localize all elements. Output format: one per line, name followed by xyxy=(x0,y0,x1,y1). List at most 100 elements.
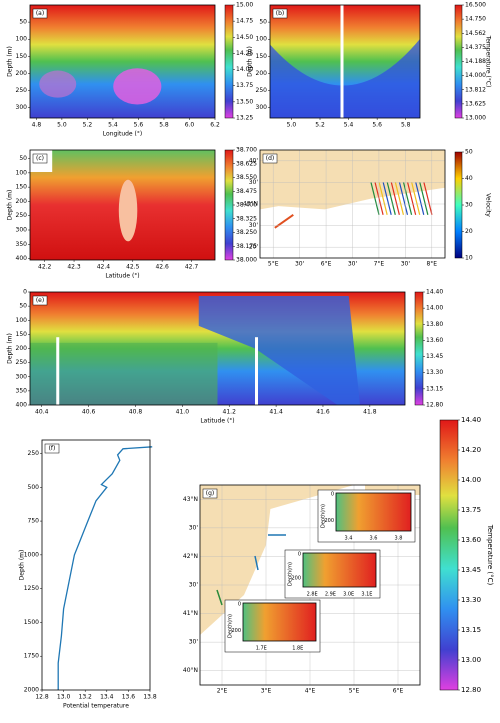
colorbar-label: Velocity xyxy=(485,193,492,217)
y-axis-label: Depth (m) xyxy=(7,190,14,221)
colorbar-label: Temperature (°C) xyxy=(485,35,492,88)
inset-x-tick-label: 3.8 xyxy=(395,536,403,542)
x-axis-label: Latitude (°) xyxy=(200,418,234,425)
y-tick-label: 50 xyxy=(19,303,27,310)
x-tick-label: 13.0 xyxy=(57,694,71,701)
inset-axes xyxy=(242,602,317,642)
field-patch xyxy=(270,38,420,118)
profile-line xyxy=(57,446,153,690)
track xyxy=(402,182,413,215)
colorbar-tick-label: 38.550 xyxy=(236,174,257,181)
y-tick-label: 100 xyxy=(16,317,28,324)
lower-field xyxy=(30,342,218,405)
track xyxy=(378,182,388,215)
axes-frame xyxy=(41,439,151,691)
y-tick-label: 300 xyxy=(16,373,28,380)
colorbar xyxy=(414,291,424,406)
field-patch xyxy=(118,179,138,242)
inset-y-label: Depth(m) xyxy=(288,562,294,586)
panel-label-box xyxy=(32,8,48,19)
x-axis-label: Potential temperature xyxy=(63,703,129,710)
lat-label: 30' xyxy=(189,524,199,531)
colorbar-tick-label: 13.45 xyxy=(461,566,481,574)
y-tick-label: 250 xyxy=(256,87,268,94)
track xyxy=(407,182,417,215)
track xyxy=(423,182,433,215)
y-tick-label: 100 xyxy=(16,36,28,43)
colorbar-tick-label: 13.000 xyxy=(465,115,486,122)
y-axis-label: Depth (m) xyxy=(19,550,26,581)
colorbar-tick-label: 13.15 xyxy=(426,385,443,392)
axes-frame xyxy=(199,484,421,686)
inset-x-tick-label: 3.4 xyxy=(345,536,353,542)
colorbar-tick-label: 14.50 xyxy=(236,34,253,41)
section-line xyxy=(254,555,259,571)
x-tick-label: 41.0 xyxy=(176,409,190,416)
x-tick-label: 42.3 xyxy=(67,264,81,271)
inset-x-tick-label: 3.0E xyxy=(343,592,354,598)
inset-y-label: Depth(m) xyxy=(321,504,327,528)
lon-label: 30' xyxy=(295,261,305,268)
colorbar-tick-label: 13.25 xyxy=(236,115,253,122)
lon-label: 6°E xyxy=(393,688,404,695)
y-tick-label: 150 xyxy=(16,53,28,60)
y-tick-label: 0 xyxy=(23,289,27,296)
x-axis-label: Longitude (°) xyxy=(103,131,142,138)
y-tick-label: 500 xyxy=(28,484,40,491)
colorbar-label: Temperature (°C) xyxy=(486,524,494,586)
lon-label: 30' xyxy=(401,261,411,268)
colorbar-tick-label: 15.00 xyxy=(236,2,253,9)
y-tick-label: 1250 xyxy=(24,585,39,592)
track xyxy=(394,182,405,215)
y-tick-label: 1500 xyxy=(24,619,39,626)
inset-y-tick-label: 200 xyxy=(231,628,241,634)
lon-label: 5°E xyxy=(268,261,279,268)
gap xyxy=(340,5,344,118)
lat-label: 30' xyxy=(189,582,199,589)
colorbar-tick-label: 10 xyxy=(465,255,473,262)
y-tick-label: 300 xyxy=(16,227,28,234)
colorbar-tick-label: 13.45 xyxy=(426,353,443,360)
panel-label-box xyxy=(202,488,218,499)
x-tick-label: 5.0 xyxy=(287,122,297,129)
lon-label: 5°E xyxy=(349,688,360,695)
inset-x-tick-label: 2.9E xyxy=(325,592,336,598)
x-tick-label: 5.6 xyxy=(134,122,144,129)
colorbar-tick-label: 38.325 xyxy=(236,215,257,222)
colorbar-tick-label: 30 xyxy=(465,202,473,209)
x-tick-label: 5.2 xyxy=(315,122,325,129)
colorbar-tick-label: 38.175 xyxy=(236,243,257,250)
x-tick-label: 5.0 xyxy=(57,122,67,129)
y-tick-label: 350 xyxy=(16,241,28,248)
lon-label: 4°E xyxy=(305,688,316,695)
colorbar-tick-label: 14.750 xyxy=(465,16,486,23)
track xyxy=(398,182,409,215)
colorbar-tick-label: 14.00 xyxy=(426,305,443,312)
inset-axes xyxy=(302,552,377,588)
gap xyxy=(56,337,60,405)
colorbar-tick-label: 14.00 xyxy=(236,66,253,73)
y-tick-label: 400 xyxy=(16,402,28,409)
y-axis-label: Depth (m) xyxy=(7,46,14,77)
colorbar xyxy=(439,419,459,691)
panel-label: (a) xyxy=(36,10,44,17)
colorbar xyxy=(454,4,463,119)
panel-label: (g) xyxy=(206,490,215,497)
lat-label: 30' xyxy=(249,222,259,229)
y-tick-label: 250 xyxy=(16,359,28,366)
colorbar-tick-label: 14.562 xyxy=(465,30,486,37)
x-tick-label: 40.6 xyxy=(82,409,96,416)
y-tick-label: 1000 xyxy=(24,551,39,558)
y-tick-label: 750 xyxy=(28,518,40,525)
inset-field xyxy=(336,493,411,531)
track xyxy=(415,182,425,215)
colorbar-tick-label: 40 xyxy=(465,175,473,182)
colorbar-tick-label: 38.475 xyxy=(236,188,257,195)
panel-label: (b) xyxy=(276,10,285,17)
lat-label: 42°N xyxy=(183,553,198,560)
y-tick-label: 300 xyxy=(16,104,28,111)
lon-label: 7°E xyxy=(374,261,385,268)
inset-y-tick-label: 0 xyxy=(331,492,334,498)
inset-x-tick-label: 1.8E xyxy=(292,646,303,652)
colorbar-tick-label: 38.625 xyxy=(236,160,257,167)
